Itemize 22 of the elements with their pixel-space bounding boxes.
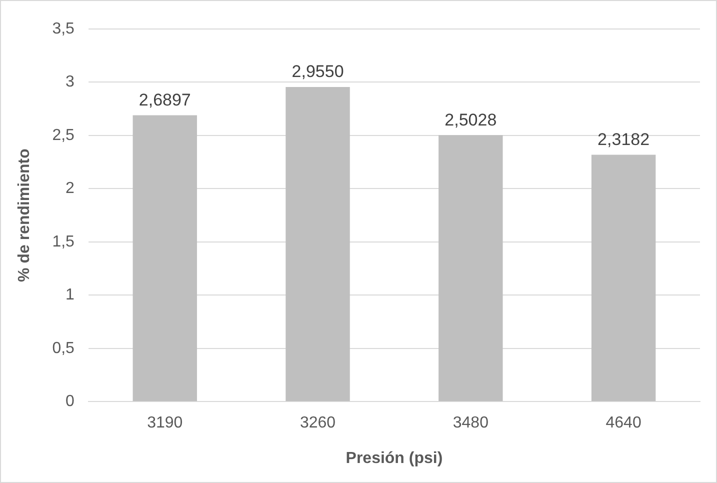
y-tick-label: 3 xyxy=(66,74,75,91)
x-tick-label: 4640 xyxy=(606,414,642,432)
y-tick-label: 2 xyxy=(66,180,75,198)
y-axis-title: % de rendimiento xyxy=(16,148,34,282)
data-label: 2,3182 xyxy=(598,130,650,149)
y-tick-label: 0,5 xyxy=(52,340,75,357)
x-tick-label: 3260 xyxy=(300,414,336,432)
bar xyxy=(591,154,656,402)
bar xyxy=(132,115,197,402)
data-label: 2,5028 xyxy=(444,110,497,130)
bar xyxy=(438,135,503,402)
data-label: 2,9550 xyxy=(292,62,344,82)
x-tick-label: 3190 xyxy=(147,414,183,432)
x-tick-label: 3480 xyxy=(452,414,489,432)
data-label: 2,6897 xyxy=(138,90,191,110)
y-tick-label: 1 xyxy=(66,286,75,304)
y-tick-label: 0 xyxy=(66,393,75,410)
y-tick-label: 2,5 xyxy=(52,126,75,144)
x-axis-title: Presión (psi) xyxy=(346,450,443,467)
y-tick-label: 1,5 xyxy=(52,233,75,250)
y-tick-label: 3,5 xyxy=(52,20,75,38)
bar xyxy=(286,87,350,402)
